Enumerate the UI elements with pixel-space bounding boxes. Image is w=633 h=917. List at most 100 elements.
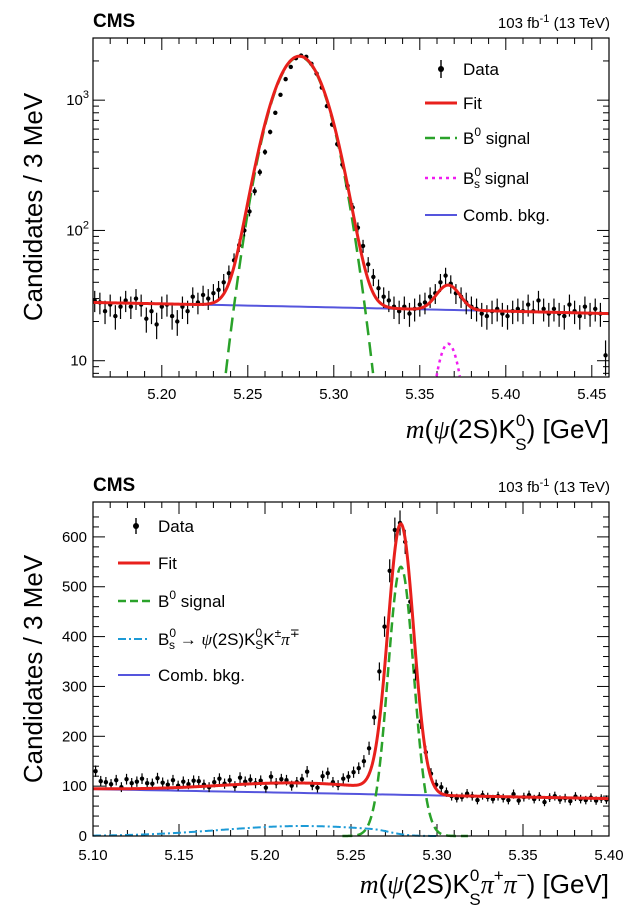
top-data-point xyxy=(500,302,505,327)
bottom-data-point xyxy=(237,772,243,784)
bottom-experiment-label: CMS xyxy=(93,475,135,496)
bottom-data-point xyxy=(387,559,392,583)
top-data-point xyxy=(164,294,170,317)
top-frame xyxy=(92,37,610,378)
top-data-point xyxy=(505,305,510,330)
top-legend-b0: B0 signal xyxy=(425,125,530,148)
bottom-y-tick-labels: 0 100 200 300 400 500 600 xyxy=(62,529,87,845)
top-data-point xyxy=(577,305,582,330)
top-x-tick-label: 5.40 xyxy=(491,386,520,403)
top-data-point xyxy=(108,294,113,317)
svg-text:Fit: Fit xyxy=(158,554,177,573)
bottom-data-point xyxy=(268,771,274,783)
bottom-data-point xyxy=(356,762,361,775)
top-data-point xyxy=(200,285,206,306)
bottom-y-tick-label: 100 xyxy=(62,778,87,795)
top-data-point xyxy=(443,267,448,285)
top-x-tick-label: 5.45 xyxy=(577,386,606,403)
svg-text:B0s signal: B0 s signal xyxy=(463,165,529,191)
top-y-tick-label: 103 xyxy=(66,89,89,109)
top-data-point xyxy=(283,76,288,82)
bottom-x-tick-label: 5.15 xyxy=(164,847,193,864)
top-data-point xyxy=(546,302,551,327)
top-data-point xyxy=(417,294,422,317)
top-data-point xyxy=(551,298,557,322)
bottom-legend-fit: Fit xyxy=(118,554,177,573)
bottom-data-point xyxy=(201,779,207,790)
top-x-tick-labels: 5.20 5.25 5.30 5.35 5.40 5.45 xyxy=(147,386,606,403)
top-data-point xyxy=(278,92,283,97)
bottom-data-point xyxy=(377,662,382,681)
bottom-fit-curve xyxy=(93,522,610,801)
top-x-axis-label: m(ψ(2S)K0 S) [GeV] xyxy=(406,411,609,454)
top-data-point xyxy=(541,298,546,322)
top-data-point xyxy=(123,290,128,313)
bottom-y-tick-label: 0 xyxy=(79,828,87,845)
bottom-data-point xyxy=(392,517,398,543)
top-data-point xyxy=(175,310,180,336)
top-data-point xyxy=(247,206,252,217)
top-data-point xyxy=(128,296,134,320)
top-data-point xyxy=(262,149,268,155)
bottom-y-tick-label: 500 xyxy=(62,579,87,596)
bottom-frame xyxy=(92,501,610,837)
top-y-tick-label: 10 xyxy=(70,353,87,370)
top-data-point xyxy=(257,168,263,176)
top-data-point xyxy=(562,305,567,330)
svg-text:B0 signal: B0 signal xyxy=(158,588,225,611)
svg-text:Data: Data xyxy=(158,517,194,536)
bottom-data-point xyxy=(134,776,140,787)
top-data-point xyxy=(252,187,257,196)
bottom-legend-data: Data xyxy=(133,517,194,536)
bottom-data-point xyxy=(129,778,134,789)
bottom-legend-b0: B0 signal xyxy=(118,588,225,611)
bottom-x-tick-labels: 5.10 5.15 5.20 5.25 5.30 5.35 5.40 xyxy=(78,847,623,864)
bottom-data-point xyxy=(124,773,129,785)
bottom-data-point xyxy=(103,776,109,788)
bottom-data-point xyxy=(217,773,222,785)
top-data-point xyxy=(102,300,108,325)
top-data-point xyxy=(206,289,211,310)
top-data-point xyxy=(587,302,593,327)
bottom-data-point xyxy=(175,780,181,791)
top-data-point xyxy=(273,110,278,115)
top-x-tick-label: 5.20 xyxy=(147,386,176,403)
top-data-point xyxy=(536,290,541,313)
bottom-data-point xyxy=(181,776,186,787)
top-y-axis-label: Candidates / 3 MeV xyxy=(18,92,48,321)
bottom-data-point xyxy=(160,777,165,788)
top-legend-bs: B0 s signal xyxy=(425,165,529,191)
bottom-data-point xyxy=(191,775,196,786)
bottom-data-point xyxy=(366,741,372,755)
top-data-point xyxy=(371,268,376,287)
svg-text:Comb. bkg.: Comb. bkg. xyxy=(158,666,245,685)
top-legend: Data Fit B0 signal B0 s signal Comb. bkg. xyxy=(425,60,550,225)
bottom-data-point xyxy=(351,766,356,778)
top-y-tick-labels: 10 102 103 xyxy=(66,89,89,370)
top-legend-fit: Fit xyxy=(425,94,482,113)
bottom-data-point xyxy=(439,782,444,793)
bottom-x-axis-label: m(ψ(2S)K0 Sπ+π−) [GeV] xyxy=(360,866,609,909)
top-data-point xyxy=(484,305,490,330)
svg-text:Comb. bkg.: Comb. bkg. xyxy=(463,206,550,225)
bottom-data-point xyxy=(93,765,98,777)
svg-text:B0 signal: B0 signal xyxy=(463,125,530,148)
top-x-tick-label: 5.35 xyxy=(405,386,434,403)
bottom-x-tick-label: 5.30 xyxy=(422,847,451,864)
top-data-point xyxy=(556,302,562,327)
bottom-data-point xyxy=(372,709,377,726)
bottom-x-tick-label: 5.25 xyxy=(336,847,365,864)
top-b0-signal-curve xyxy=(224,55,375,374)
top-data-point xyxy=(221,273,226,293)
top-data-point xyxy=(479,302,484,327)
bottom-y-tick-label: 600 xyxy=(62,529,87,546)
top-plot-area xyxy=(92,37,610,378)
bottom-y-tick-label: 300 xyxy=(62,678,87,695)
top-data-point xyxy=(211,284,216,304)
top-x-tick-label: 5.30 xyxy=(319,386,348,403)
top-curves xyxy=(92,53,610,377)
bottom-data-point xyxy=(346,771,351,783)
top-x-tick-label: 5.25 xyxy=(233,386,262,403)
